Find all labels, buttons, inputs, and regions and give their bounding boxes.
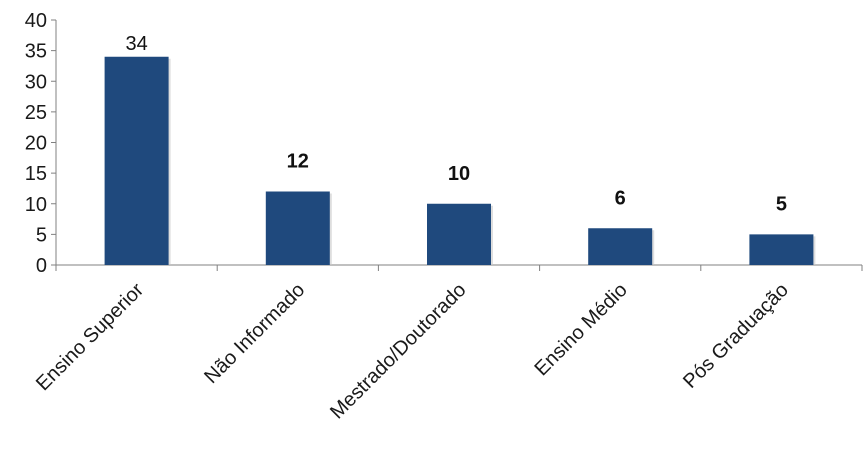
bar xyxy=(104,56,169,265)
bars xyxy=(104,56,816,265)
data-label: 6 xyxy=(615,187,626,209)
category-label: Ensino Médio xyxy=(530,279,631,380)
y-axis: 0 5 10 15 20 25 30 35 40 xyxy=(25,10,57,277)
x-axis xyxy=(55,264,863,271)
data-label: 5 xyxy=(776,193,787,215)
bar xyxy=(588,228,653,265)
y-tick-label: 0 xyxy=(36,255,47,277)
category-label: Pós Graduação xyxy=(679,279,793,393)
data-label: 10 xyxy=(448,163,470,185)
y-tick-label: 25 xyxy=(25,102,47,124)
y-tick-label: 30 xyxy=(25,71,47,93)
y-tick-label: 10 xyxy=(25,194,47,216)
category-label: Ensino Superior xyxy=(32,279,148,395)
y-tick-label: 20 xyxy=(25,133,47,155)
bar xyxy=(265,191,330,265)
data-labels: 34 12 10 6 5 xyxy=(125,33,786,216)
data-label: 34 xyxy=(125,33,147,55)
category-labels: Ensino Superior Não Informado Mestrado/Dou… xyxy=(32,279,793,424)
category-label: Mestrado/Doutorado xyxy=(326,279,470,423)
bar xyxy=(427,203,491,265)
data-label: 12 xyxy=(287,151,309,173)
bar xyxy=(749,234,814,265)
y-tick-label: 15 xyxy=(25,163,47,185)
y-tick-label: 5 xyxy=(36,224,47,246)
y-tick-label: 40 xyxy=(25,10,47,32)
category-label: Não Informado xyxy=(200,279,309,388)
y-tick-label: 35 xyxy=(25,41,47,63)
